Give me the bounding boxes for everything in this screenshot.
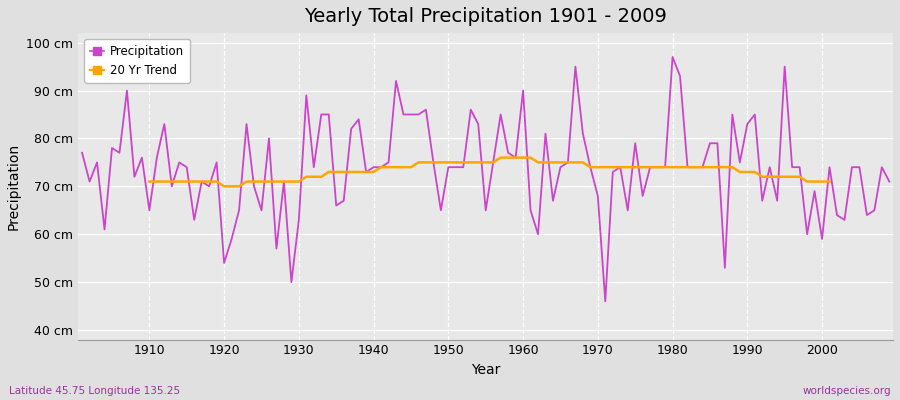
Legend: Precipitation, 20 Yr Trend: Precipitation, 20 Yr Trend — [85, 39, 190, 83]
Y-axis label: Precipitation: Precipitation — [7, 143, 21, 230]
Text: Latitude 45.75 Longitude 135.25: Latitude 45.75 Longitude 135.25 — [9, 386, 180, 396]
X-axis label: Year: Year — [471, 363, 500, 377]
Title: Yearly Total Precipitation 1901 - 2009: Yearly Total Precipitation 1901 - 2009 — [304, 7, 667, 26]
Text: worldspecies.org: worldspecies.org — [803, 386, 891, 396]
